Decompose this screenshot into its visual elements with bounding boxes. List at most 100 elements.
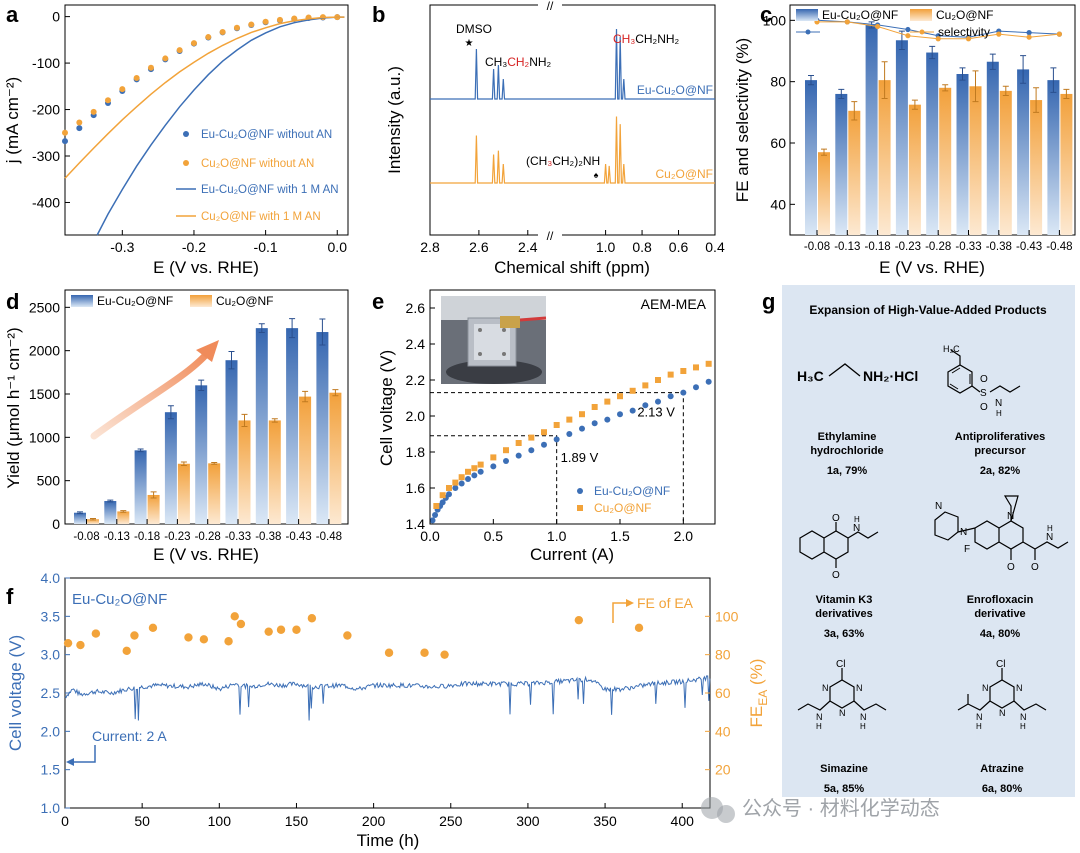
ch2-prefix: CH₃	[485, 55, 507, 69]
panel-c: c -0.08 -0.13 -0.18 -0.23 -0.28 -0.33 -0.38 -0.…	[733, 2, 1076, 277]
legend-label-c-0: Eu-Cu₂O@NF	[822, 8, 898, 22]
y-tick-label-f: 2.0	[41, 723, 61, 739]
error-bar-d-s0	[228, 351, 235, 370]
x-tick-label-f: 200	[362, 813, 386, 829]
y2-tick-label-f: 60	[715, 685, 731, 701]
legend-label-e-1: Cu₂O@NF	[594, 501, 652, 515]
error-bar-d-s1	[332, 389, 339, 397]
legend-marker-c-2	[805, 29, 811, 35]
molecule-2a-name-2: precursor	[974, 445, 1026, 457]
panel-d: d -0.08 -0.13 -0.18 -0.23 -0.28 -0.33 -0.38 -0.…	[4, 289, 349, 564]
fe-point-f	[122, 646, 131, 656]
y-tick-label-a: -300	[32, 148, 60, 164]
legend-label-d-1: Cu₂O@NF	[216, 294, 274, 308]
data-point-e-s1	[566, 416, 573, 423]
molecule-6a-atom-n5: N	[1020, 712, 1027, 722]
data-point-a-s1	[162, 55, 169, 62]
y-tick-label-e: 2.0	[406, 408, 426, 424]
selectivity-point-c-s3	[875, 23, 881, 30]
data-point-e-s0	[617, 411, 623, 418]
y2-label-main: FE	[747, 706, 766, 728]
data-point-e-s1	[446, 485, 452, 491]
y-axis-label-c: FE and selectivity (%)	[733, 38, 752, 202]
bar-c-s0	[926, 52, 939, 236]
axis-break-top: //	[547, 0, 554, 13]
legend-label-c-2: selectivity	[938, 25, 990, 39]
legend-swatch-d-1	[190, 295, 212, 307]
y2-tick-label-f: 40	[715, 723, 731, 739]
panel-a: a -0.3 -0.2 -0.1 0.0 0 -100 -200 -300 -400 E (V…	[3, 2, 349, 277]
error-bar-c-s0	[1020, 55, 1027, 84]
y-axis-label-d: Yield (μmol h⁻¹ cm⁻²)	[4, 327, 23, 488]
error-bar-d-s0	[289, 318, 296, 339]
error-bar-c-s0	[838, 88, 845, 100]
molecule-2a-double-bonds	[949, 367, 971, 390]
bar-d-s0	[134, 450, 147, 524]
data-point-e-s0	[655, 398, 661, 405]
ch3-suffix: CH₂NH₂	[635, 32, 679, 46]
y-tick-label-e: 1.6	[406, 480, 426, 496]
data-point-e-s0	[490, 463, 497, 470]
plot-a-marks	[62, 14, 345, 236]
bar-c-s1	[848, 110, 861, 235]
x-tick-label-e: 1.5	[610, 528, 630, 544]
error-bar-d-s1	[302, 390, 309, 403]
series-line-a-s2	[96, 16, 345, 236]
panel-letter-a: a	[6, 2, 19, 27]
selectivity-point-c-s3	[905, 33, 911, 39]
y-tick-label-a: 0	[52, 9, 60, 25]
molecule-4a-name-1: Enrofloxacin	[967, 594, 1034, 606]
data-point-e-s1	[655, 377, 661, 383]
data-point-e-s1	[553, 422, 560, 428]
photo-top-cables	[441, 296, 546, 320]
molecule-1a-formula-head: H₃C	[797, 368, 824, 384]
bar-d-s1	[299, 396, 312, 524]
selectivity-point-c-s3	[1026, 34, 1032, 40]
bar-c-s0	[805, 80, 817, 235]
data-point-e-s1	[705, 360, 712, 367]
data-point-a-s1	[119, 86, 126, 93]
error-bar-d-s0	[319, 318, 326, 346]
panel-letter-c: c	[760, 2, 772, 27]
photo-bolt	[502, 352, 506, 356]
bar-c-s1	[818, 152, 830, 235]
data-point-e-s1	[693, 364, 699, 371]
x-axis-label-a: E (V vs. RHE)	[153, 258, 259, 277]
spectrum-b-s0	[430, 28, 715, 100]
y-axis-label-b: Intensity (a.u.)	[385, 66, 404, 174]
annotation-label-e: 1.89 V	[561, 450, 599, 465]
x-tick-label-f: 150	[285, 813, 309, 829]
x-tick-label-b: 2.6	[469, 239, 489, 255]
data-point-e-s0	[591, 420, 598, 427]
bar-d-s0	[104, 501, 117, 524]
data-point-e-s0	[432, 512, 439, 518]
voltage-trace-f	[64, 675, 711, 721]
data-point-a-s1	[76, 119, 83, 126]
data-point-a-s1	[205, 34, 212, 41]
x-tick-label-a: 0.0	[328, 239, 348, 255]
molecule-2a-methyl: H₃C	[943, 344, 960, 354]
panel-letter-e: e	[372, 289, 384, 314]
selectivity-point-c-s3	[844, 19, 850, 25]
fe-point-f	[440, 650, 449, 659]
guide-line-e	[430, 435, 558, 524]
legend-marker-c-3	[919, 29, 925, 35]
bar-c-s1	[878, 80, 891, 235]
panel-letter-g: g	[762, 289, 775, 314]
y-ticks-d: 0 500 1000 1500 2000 2500	[29, 299, 70, 532]
molecule-5a-bonds	[797, 668, 887, 711]
data-point-e-s0	[439, 499, 446, 506]
annotation-fe: FE of EA	[612, 595, 694, 623]
bar-d-s1	[147, 494, 160, 524]
data-point-e-s0	[465, 476, 471, 482]
molecule-5a-atom-cl: Cl	[836, 659, 845, 670]
photo-connector	[500, 316, 520, 328]
plot-frame-b	[429, 4, 716, 236]
error-bar-d-s0	[107, 499, 114, 503]
panel-f: f 0 50 100 150 200 250 300 350 400 1.0 1.5 2.0 2.5 3…	[6, 570, 770, 850]
molecule-6a-atom-n2: N	[1016, 683, 1023, 693]
molecule-2a-bonds	[950, 349, 1021, 393]
molecule-6a-atom-cl: Cl	[996, 659, 1005, 670]
x-tick-label-c: -0.43	[1016, 241, 1042, 253]
molecule-4a-atom-o1: O	[1007, 562, 1015, 573]
